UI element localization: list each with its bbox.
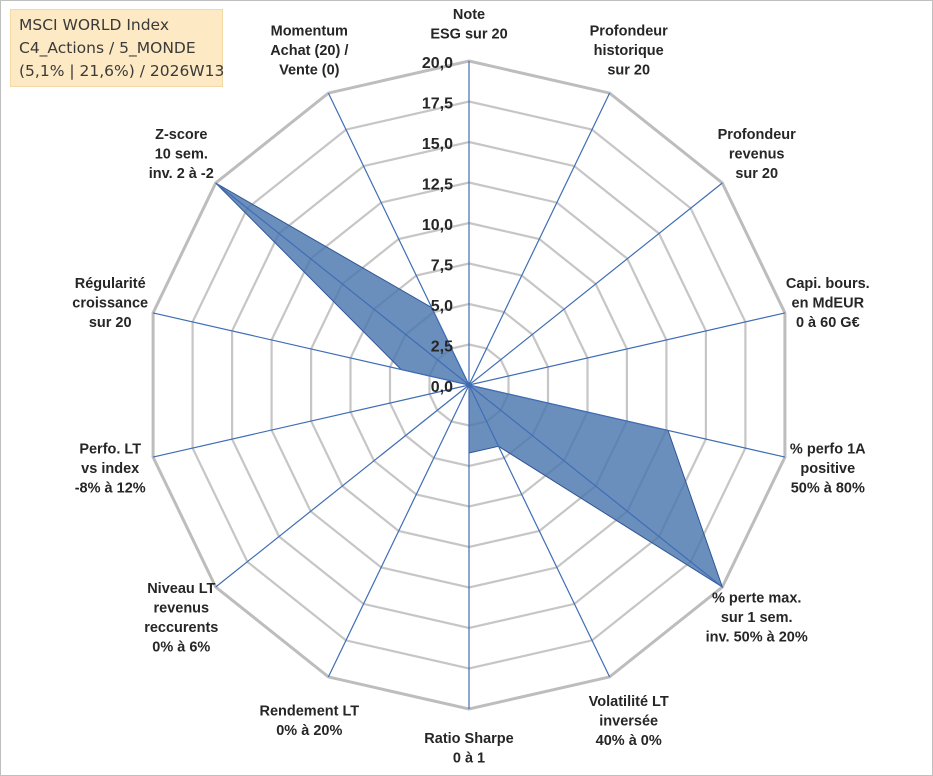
tick-label: 7,5 xyxy=(431,258,453,275)
axis-label-line: Z-score xyxy=(155,127,207,143)
axis-label-line: Profondeur xyxy=(590,24,668,40)
axis-label-line: -8% à 12% xyxy=(75,481,146,497)
axis-spoke xyxy=(468,182,723,386)
axis-spoke xyxy=(215,182,470,386)
axis-label-line: 0% à 20% xyxy=(276,723,342,739)
axis-label-line: Note xyxy=(453,7,485,23)
tick-label: 20,0 xyxy=(422,55,453,72)
axis-spoke xyxy=(468,384,723,588)
axis-label-line: 40% à 0% xyxy=(596,733,662,749)
axis-spoke xyxy=(215,384,470,588)
axis-label-line: % perfo 1A xyxy=(790,442,866,458)
category-path: C4_Actions / 5_MONDE xyxy=(19,39,196,57)
axis-label: % perfo 1A positive 50% à 80% xyxy=(790,442,866,497)
axis-label-line: Momentum xyxy=(271,24,348,40)
axis-spoke xyxy=(468,92,611,386)
axis-label-line: positive xyxy=(800,461,855,477)
axis-label-line: 50% à 80% xyxy=(791,481,865,497)
axis-label-line: en MdEUR xyxy=(792,296,865,312)
axis-label-line: revenus xyxy=(729,146,785,162)
tick-label: 2,5 xyxy=(431,339,453,356)
axis-label: Capi. bours. en MdEUR 0 à 60 G€ xyxy=(786,276,870,331)
axis-label-line: Capi. bours. xyxy=(786,276,870,292)
index-name: MSCI WORLD Index xyxy=(19,16,169,34)
axis-label-line: croissance xyxy=(72,296,148,312)
tick-label: 17,5 xyxy=(422,96,453,113)
range-week: (5,1% | 21,6%) / 2026W13 xyxy=(19,62,225,80)
axis-label: Profondeur historique sur 20 xyxy=(590,24,668,79)
tick-label: 10,0 xyxy=(422,217,453,234)
axis-label-line: Ratio Sharpe xyxy=(424,731,513,747)
axis-label-line: revenus xyxy=(153,600,209,616)
spoke-layer xyxy=(152,61,786,709)
axis-label-line: 0 à 1 xyxy=(453,751,485,767)
axis-label-line: sur 20 xyxy=(735,166,778,182)
axis-label: Z-score 10 sem. inv. 2 à -2 xyxy=(149,127,214,182)
axis-label-line: 10 sem. xyxy=(155,146,208,162)
axis-label-line: sur 1 sem. xyxy=(721,610,793,626)
axis-spoke xyxy=(152,384,470,458)
axis-label-line: inv. 50% à 20% xyxy=(706,630,808,646)
axis-label-line: % perte max. xyxy=(712,591,801,607)
axis-label-line: Achat (20) / xyxy=(270,43,348,59)
axis-label-line: 0 à 60 G€ xyxy=(796,315,860,331)
axis-spoke xyxy=(152,312,470,386)
axis-label-line: vs index xyxy=(81,461,139,477)
tick-label: 12,5 xyxy=(422,177,453,194)
axis-label-line: Niveau LT xyxy=(147,581,215,597)
axis-label-line: reccurents xyxy=(144,620,218,636)
info-box: MSCI WORLD Index C4_Actions / 5_MONDE (5… xyxy=(10,9,225,87)
axis-label-line: Régularité xyxy=(75,276,146,292)
axis-label: Ratio Sharpe 0 à 1 xyxy=(424,731,513,767)
axis-label: Perfo. LT vs index -8% à 12% xyxy=(75,442,146,497)
axis-label-line: Perfo. LT xyxy=(79,442,141,458)
axis-spoke xyxy=(468,384,786,458)
axis-label: Rendement LT 0% à 20% xyxy=(259,704,359,740)
axis-label-line: ESG sur 20 xyxy=(430,27,507,43)
axis-label: % perte max. sur 1 sem. inv. 50% à 20% xyxy=(706,591,808,646)
axis-label-line: Vente (0) xyxy=(279,63,340,79)
tick-label: 0,0 xyxy=(431,379,453,396)
axis-label: Volatilité LT inversée 40% à 0% xyxy=(589,694,669,749)
label-layer: Note ESG sur 20 Profondeur historique sur 20… xyxy=(72,7,869,767)
tick-label: 15,0 xyxy=(422,136,453,153)
axis-label-line: sur 20 xyxy=(607,63,650,79)
axis-spoke xyxy=(327,384,470,678)
axis-label-line: inv. 2 à -2 xyxy=(149,166,214,182)
axis-label: Note ESG sur 20 xyxy=(430,7,507,43)
axis-label: Profondeur revenus sur 20 xyxy=(718,127,796,182)
axis-label-line: historique xyxy=(594,43,664,59)
axis-label: Momentum Achat (20) / Vente (0) xyxy=(270,24,348,79)
axis-label-line: 0% à 6% xyxy=(152,639,210,655)
axis-spoke xyxy=(468,312,786,386)
axis-label-line: Profondeur xyxy=(718,127,796,143)
axis-label-line: Volatilité LT xyxy=(589,694,669,710)
axis-label-line: Rendement LT xyxy=(259,704,359,720)
axis-spoke xyxy=(327,92,470,386)
axis-label: Niveau LT revenus reccurents 0% à 6% xyxy=(144,581,218,656)
axis-spoke xyxy=(468,384,611,678)
axis-label: Régularité croissance sur 20 xyxy=(72,276,148,331)
axis-label-line: sur 20 xyxy=(89,315,132,331)
tick-label: 5,0 xyxy=(431,298,453,315)
tick-layer: 0,0 2,5 5,0 7,5 10,0 12,5 15,0 17,5 20,0 xyxy=(422,55,453,396)
axis-label-line: inversée xyxy=(599,713,658,729)
